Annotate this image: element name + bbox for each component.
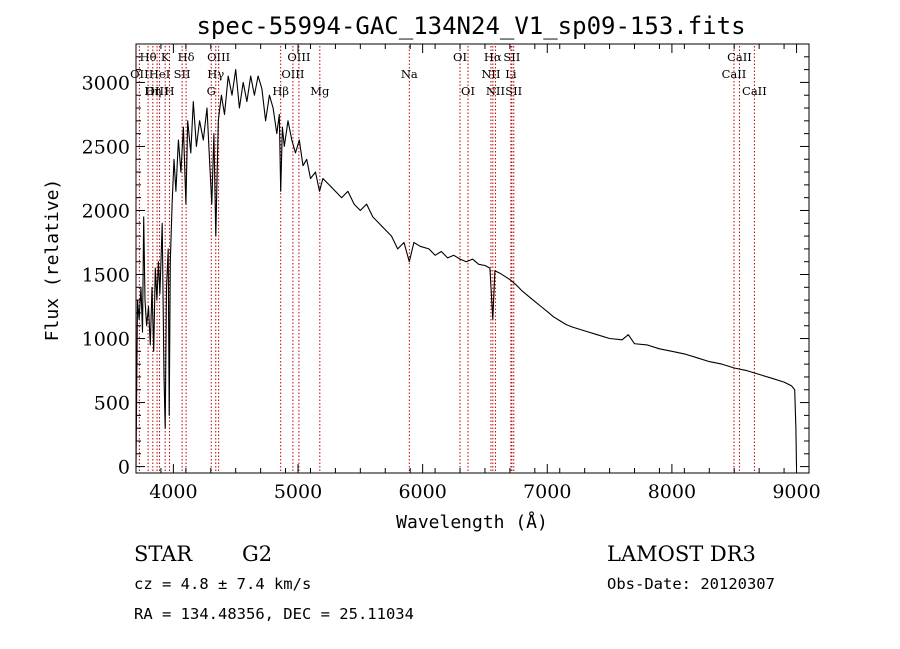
- y-tick-label: 500: [94, 393, 130, 415]
- object-subclass: G2: [242, 542, 272, 566]
- line-marker-label: OI: [461, 84, 475, 98]
- line-marker-label: SII: [174, 67, 191, 81]
- y-axis: 0 500 1000 1500 2000 2500 3000: [82, 56, 809, 479]
- line-marker-label: OII: [130, 67, 149, 81]
- line-marker-label: CaII: [742, 84, 767, 98]
- x-tick-label: 6000: [398, 481, 446, 503]
- x-tick-label: 8000: [648, 481, 696, 503]
- line-marker-label: H: [165, 84, 175, 98]
- line-marker-label: OI: [453, 50, 467, 64]
- redshift-value: cz = 4.8 ± 7.4 km/s: [134, 575, 311, 593]
- y-tick-label: 2500: [82, 136, 130, 158]
- line-marker-label: CaII: [722, 67, 747, 81]
- line-marker-label: Mg: [310, 84, 330, 98]
- line-marker-label: SII: [505, 84, 522, 98]
- line-marker-label: K: [161, 50, 170, 64]
- line-marker-label: Hδ: [178, 50, 195, 64]
- y-tick-label: 1000: [82, 329, 130, 351]
- emission-line-markers: [138, 46, 755, 473]
- x-axis-label: Wavelength (Å): [396, 511, 548, 533]
- line-marker-label: G: [207, 84, 216, 98]
- object-class: STAR: [134, 542, 193, 566]
- line-marker-label: Hθ: [140, 50, 157, 64]
- x-tick-label: 5000: [274, 481, 322, 503]
- line-marker-label: CaII: [727, 50, 752, 64]
- line-marker-label: OIII: [281, 67, 304, 81]
- line-marker-label: Hγ: [207, 67, 224, 81]
- spectrum-line: [135, 69, 798, 467]
- x-axis: 4000 5000 6000 7000 8000 9000: [135, 44, 821, 503]
- y-tick-label: 0: [118, 457, 130, 479]
- line-marker-label: OIII: [146, 84, 169, 98]
- survey-name: LAMOST DR3: [607, 542, 756, 566]
- y-tick-label: 3000: [82, 72, 130, 94]
- y-axis-label: Flux (relative): [42, 179, 63, 342]
- x-tick-label: 9000: [772, 481, 820, 503]
- chart-title: spec-55994-GAC_134N24_V1_sp09-153.fits: [196, 12, 745, 40]
- line-marker-label: Hα: [484, 50, 502, 64]
- line-marker-label: OIII: [287, 50, 310, 64]
- plot-frame: [135, 43, 810, 474]
- line-marker-label: Hβ: [272, 84, 289, 98]
- x-tick-label: 7000: [523, 481, 571, 503]
- line-marker-label: HeI: [149, 67, 170, 81]
- y-tick-label: 1500: [82, 265, 130, 287]
- line-marker-label: OIII: [207, 50, 230, 64]
- y-tick-label: 2000: [82, 200, 130, 222]
- observation-date: Obs-Date: 20120307: [607, 575, 775, 593]
- line-marker-label: NII: [486, 84, 505, 98]
- line-marker-label: SII: [503, 50, 520, 64]
- line-marker-label: NII: [481, 67, 500, 81]
- line-marker-label: Li: [505, 67, 517, 81]
- line-marker-label: Hη: [144, 84, 161, 98]
- x-tick-label: 4000: [149, 481, 197, 503]
- line-marker-label: Na: [401, 67, 418, 81]
- spectrum-series: [135, 69, 798, 467]
- sky-coordinates: RA = 134.48356, DEC = 25.11034: [134, 605, 414, 623]
